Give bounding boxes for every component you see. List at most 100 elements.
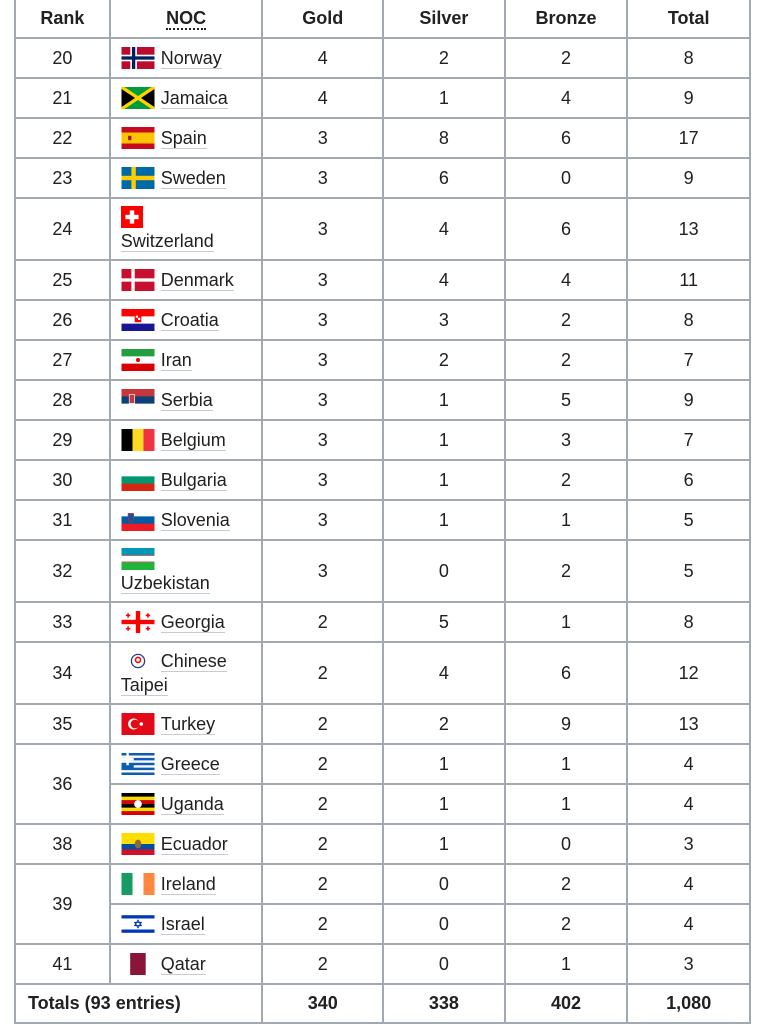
gold-cell: 3 xyxy=(261,339,385,381)
total-cell: 17 xyxy=(626,117,751,159)
flag-icon xyxy=(121,349,155,371)
gold-cell: 2 xyxy=(261,641,385,705)
total-cell: 13 xyxy=(626,703,751,745)
header-cell: NOC xyxy=(108,0,264,39)
flag-icon xyxy=(121,309,155,331)
bronze-cell: 1 xyxy=(503,943,629,985)
total-cell: 7 xyxy=(626,339,751,381)
total-cell: 5 xyxy=(626,499,751,541)
silver-cell: 2 xyxy=(382,703,506,745)
rank-cell: 20 xyxy=(14,37,111,79)
silver-cell: 0 xyxy=(382,539,506,603)
gold-cell: 3 xyxy=(261,117,385,159)
country-name: Denmark xyxy=(160,270,234,291)
flag-icon xyxy=(121,611,155,633)
rank-cell: 24 xyxy=(14,197,111,261)
rank-cell: 31 xyxy=(14,499,111,541)
country-name: Sweden xyxy=(160,168,226,189)
table-row: 35 Turkey 2 2 9 13 xyxy=(14,703,751,745)
noc-cell: Norway xyxy=(108,37,264,79)
table-row: 31 Slovenia 3 1 1 5 xyxy=(14,499,751,541)
country-name: Belgium xyxy=(160,430,226,451)
bronze-cell: 0 xyxy=(503,823,629,865)
noc-cell: Switzerland xyxy=(108,197,264,261)
table-row: 26 Croatia 3 3 2 8 xyxy=(14,299,751,341)
gold-cell: 2 xyxy=(261,823,385,865)
gold-cell: 3 xyxy=(261,419,385,461)
rank-cell: 29 xyxy=(14,419,111,461)
rank-cell: 39 xyxy=(14,863,111,945)
gold-cell: 3 xyxy=(261,197,385,261)
rank-cell: 25 xyxy=(14,259,111,301)
silver-cell: 2 xyxy=(382,37,506,79)
flag-icon xyxy=(121,793,155,815)
bronze-cell: 2 xyxy=(503,863,629,905)
rank-cell: 33 xyxy=(14,601,111,643)
table-row: Uganda 2 1 1 4 xyxy=(15,783,751,825)
flag-icon xyxy=(121,953,155,975)
total-cell: 9 xyxy=(626,157,751,199)
noc-cell: Uzbekistan xyxy=(108,539,264,603)
gold-cell: 4 xyxy=(261,37,385,79)
bronze-cell: 2 xyxy=(503,339,629,381)
header-text: NOC xyxy=(166,8,207,30)
silver-cell: 1 xyxy=(382,823,506,865)
country-name: Jamaica xyxy=(160,88,228,109)
gold-cell: 4 xyxy=(261,77,385,119)
rank-cell: 22 xyxy=(14,117,111,159)
total-cell: 4 xyxy=(626,863,751,905)
flag-icon xyxy=(121,548,155,570)
gold-cell: 2 xyxy=(261,903,385,945)
flag-icon xyxy=(121,47,155,69)
noc-cell: Israel xyxy=(108,903,264,945)
silver-cell: 4 xyxy=(382,641,506,705)
gold-cell: 3 xyxy=(261,299,385,341)
table-row: 29 Belgium 3 1 3 7 xyxy=(14,419,751,461)
total-cell: 12 xyxy=(626,641,751,705)
table-row: 30 Bulgaria 3 1 2 6 xyxy=(14,459,751,501)
total-cell: 4 xyxy=(626,903,751,945)
gold-cell: 3 xyxy=(261,499,385,541)
noc-cell: Uganda xyxy=(108,783,264,825)
flag-icon xyxy=(121,833,155,855)
header-cell: Bronze xyxy=(503,0,629,39)
medal-table: Rank NOC Gold Silver Bronze Total 20 Norw… xyxy=(13,0,751,1024)
country-name: Spain xyxy=(160,128,207,149)
noc-cell: Iran xyxy=(108,339,264,381)
flag-icon xyxy=(121,873,155,895)
table-row: 36 Greece 2 1 1 4 xyxy=(14,743,751,825)
country-name: Uzbekistan xyxy=(120,573,210,594)
noc-cell: Greece xyxy=(108,743,264,785)
bronze-cell: 1 xyxy=(503,743,629,785)
bronze-cell: 0 xyxy=(503,157,629,199)
bronze-cell: 2 xyxy=(503,459,629,501)
country-name: Turkey xyxy=(160,714,216,735)
totals-cell: 338 xyxy=(382,983,506,1024)
country-name: Norway xyxy=(160,48,222,69)
header-cell: Silver xyxy=(382,0,506,39)
gold-cell: 2 xyxy=(261,783,385,825)
bronze-cell: 2 xyxy=(503,299,629,341)
header-cell: Rank xyxy=(14,0,111,39)
country-name: Switzerland xyxy=(120,231,214,252)
gold-cell: 3 xyxy=(261,379,385,421)
country-name: Uganda xyxy=(160,794,224,815)
gold-cell: 2 xyxy=(261,743,385,785)
totals-cell: 402 xyxy=(503,983,629,1024)
table-row: 41 Qatar 2 0 1 3 xyxy=(14,943,751,985)
gold-cell: 2 xyxy=(261,601,385,643)
gold-cell: 3 xyxy=(261,539,385,603)
rank-cell: 26 xyxy=(14,299,111,341)
country-name: Croatia xyxy=(160,310,219,331)
rank-cell: 32 xyxy=(14,539,111,603)
total-cell: 8 xyxy=(626,37,751,79)
flag-icon xyxy=(121,650,155,672)
flag-icon xyxy=(121,753,155,775)
gold-cell: 3 xyxy=(261,259,385,301)
total-cell: 9 xyxy=(626,379,751,421)
table-row: 32 Uzbekistan 3 0 2 5 xyxy=(14,539,751,603)
total-cell: 8 xyxy=(626,601,751,643)
total-cell: 9 xyxy=(626,77,751,119)
flag-icon xyxy=(121,429,155,451)
rank-cell: 28 xyxy=(14,379,111,421)
